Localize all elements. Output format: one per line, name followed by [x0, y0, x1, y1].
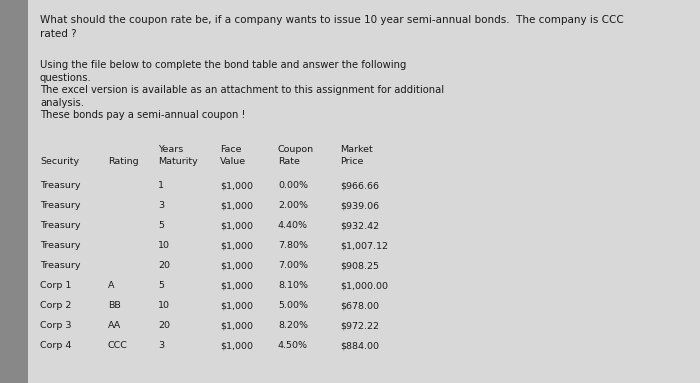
Text: Using the file below to complete the bond table and answer the following: Using the file below to complete the bon… [40, 60, 407, 70]
Text: 10: 10 [158, 301, 170, 310]
Text: $884.00: $884.00 [340, 341, 379, 350]
Text: $972.22: $972.22 [340, 321, 379, 330]
Text: $1,000: $1,000 [220, 241, 253, 250]
Text: $939.06: $939.06 [340, 201, 379, 210]
Text: Treasury: Treasury [40, 201, 80, 210]
Text: 7.80%: 7.80% [278, 241, 308, 250]
Text: Treasury: Treasury [40, 241, 80, 250]
Text: Coupon: Coupon [278, 145, 314, 154]
Text: $1,000: $1,000 [220, 281, 253, 290]
Text: questions.: questions. [40, 73, 92, 83]
Text: $908.25: $908.25 [340, 261, 379, 270]
Text: 4.50%: 4.50% [278, 341, 308, 350]
Text: BB: BB [108, 301, 120, 310]
Text: The excel version is available as an attachment to this assignment for additiona: The excel version is available as an att… [40, 85, 444, 95]
Text: 10: 10 [158, 241, 170, 250]
Text: 8.20%: 8.20% [278, 321, 308, 330]
Text: 5.00%: 5.00% [278, 301, 308, 310]
Text: $1,000: $1,000 [220, 341, 253, 350]
Text: 4.40%: 4.40% [278, 221, 308, 230]
Text: Treasury: Treasury [40, 221, 80, 230]
Text: analysis.: analysis. [40, 98, 84, 108]
Text: Corp 3: Corp 3 [40, 321, 71, 330]
Text: $678.00: $678.00 [340, 301, 379, 310]
Text: rated ?: rated ? [40, 29, 76, 39]
Text: $932.42: $932.42 [340, 221, 379, 230]
Text: Face: Face [220, 145, 242, 154]
Text: 0.00%: 0.00% [278, 181, 308, 190]
Text: Corp 1: Corp 1 [40, 281, 71, 290]
Text: $1,000: $1,000 [220, 181, 253, 190]
Text: AA: AA [108, 321, 121, 330]
Text: Rating: Rating [108, 157, 139, 166]
Text: Market: Market [340, 145, 372, 154]
Text: Treasury: Treasury [40, 261, 80, 270]
Text: $1,000.00: $1,000.00 [340, 281, 388, 290]
Text: $1,000: $1,000 [220, 221, 253, 230]
Text: $1,000: $1,000 [220, 201, 253, 210]
Text: 3: 3 [158, 341, 164, 350]
Bar [0, 0, 28, 383]
Text: $966.66: $966.66 [340, 181, 379, 190]
Text: 20: 20 [158, 321, 170, 330]
Text: 2.00%: 2.00% [278, 201, 308, 210]
Text: Security: Security [40, 157, 79, 166]
Text: Value: Value [220, 157, 246, 166]
Text: $1,000: $1,000 [220, 321, 253, 330]
Text: 7.00%: 7.00% [278, 261, 308, 270]
Text: $1,007.12: $1,007.12 [340, 241, 388, 250]
Text: 1: 1 [158, 181, 164, 190]
Text: 8.10%: 8.10% [278, 281, 308, 290]
Text: Corp 2: Corp 2 [40, 301, 71, 310]
Text: $1,000: $1,000 [220, 261, 253, 270]
Text: Years: Years [158, 145, 183, 154]
Text: These bonds pay a semi-annual coupon !: These bonds pay a semi-annual coupon ! [40, 110, 246, 120]
Text: Corp 4: Corp 4 [40, 341, 71, 350]
Text: Maturity: Maturity [158, 157, 197, 166]
Text: 5: 5 [158, 221, 164, 230]
Text: Rate: Rate [278, 157, 300, 166]
Text: A: A [108, 281, 115, 290]
Text: What should the coupon rate be, if a company wants to issue 10 year semi-annual : What should the coupon rate be, if a com… [40, 15, 624, 25]
Text: Price: Price [340, 157, 363, 166]
Text: CCC: CCC [108, 341, 128, 350]
Text: $1,000: $1,000 [220, 301, 253, 310]
Text: 20: 20 [158, 261, 170, 270]
Text: 3: 3 [158, 201, 164, 210]
Text: Treasury: Treasury [40, 181, 80, 190]
Text: 5: 5 [158, 281, 164, 290]
